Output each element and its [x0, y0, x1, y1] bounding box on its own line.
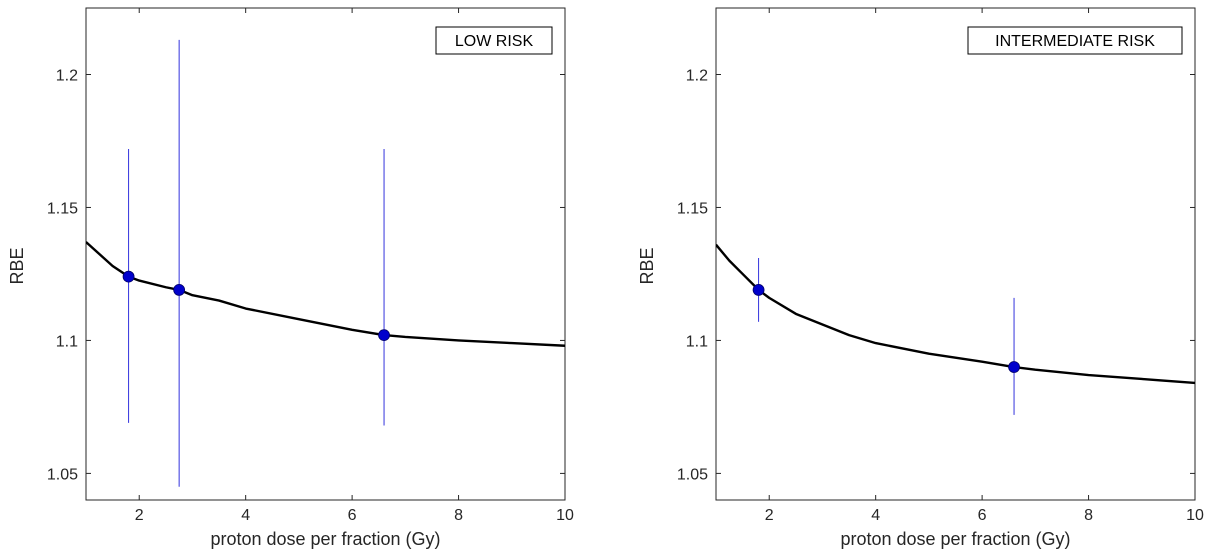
x-tick-label: 2: [135, 507, 144, 524]
x-tick-label: 4: [241, 507, 250, 524]
chart-panel-2: 2 4 6 8 10 1.05 1.1 1.15 1.2 proton dose per frac…: [637, 7, 1204, 549]
y-tick-label: 1.2: [56, 67, 78, 84]
y-tick-label: 1.15: [47, 200, 78, 217]
x-axis-label: proton dose per fraction (Gy): [210, 529, 440, 549]
y-axis-label: RBE: [637, 247, 657, 284]
x-tick-label: 4: [871, 507, 880, 524]
plot-area-frame: [715, 7, 1196, 501]
y-tick-label: 1.2: [686, 67, 708, 84]
data-point: [378, 329, 390, 342]
x-tick-label: 10: [556, 507, 574, 524]
y-tick-label: 1.05: [677, 466, 708, 483]
x-axis-label: proton dose per fraction (Gy): [840, 529, 1070, 549]
y-tick-label: 1.1: [56, 333, 78, 350]
legend-box: [435, 26, 553, 55]
x-tick-label: 10: [1186, 507, 1204, 524]
y-tick-label: 1.05: [47, 466, 78, 483]
data-point: [1008, 361, 1020, 373]
y-tick-label: 1.15: [677, 200, 708, 217]
data-point: [173, 284, 186, 296]
data-point: [752, 284, 765, 296]
y-tick-label: 1.1: [686, 333, 708, 350]
legend-label: LOW RISK: [455, 33, 534, 50]
x-tick-label: 6: [348, 507, 357, 524]
x-tick-label: 8: [1084, 507, 1093, 524]
x-tick-label: 6: [978, 507, 987, 524]
x-tick-label: 8: [454, 507, 463, 524]
chart-panel-1: 2 4 6 8 10 1.05 1.1 1.15 1.2 proton dose per frac…: [7, 7, 574, 549]
x-tick-label: 2: [765, 507, 774, 524]
y-axis-label: RBE: [7, 247, 27, 284]
data-point: [122, 270, 135, 283]
fit-curve: [716, 243, 1195, 385]
legend-box: [967, 26, 1183, 55]
legend-label: INTERMEDIATE RISK: [995, 33, 1155, 50]
fit-curve: [86, 241, 565, 347]
plot-area-frame: [85, 7, 566, 501]
